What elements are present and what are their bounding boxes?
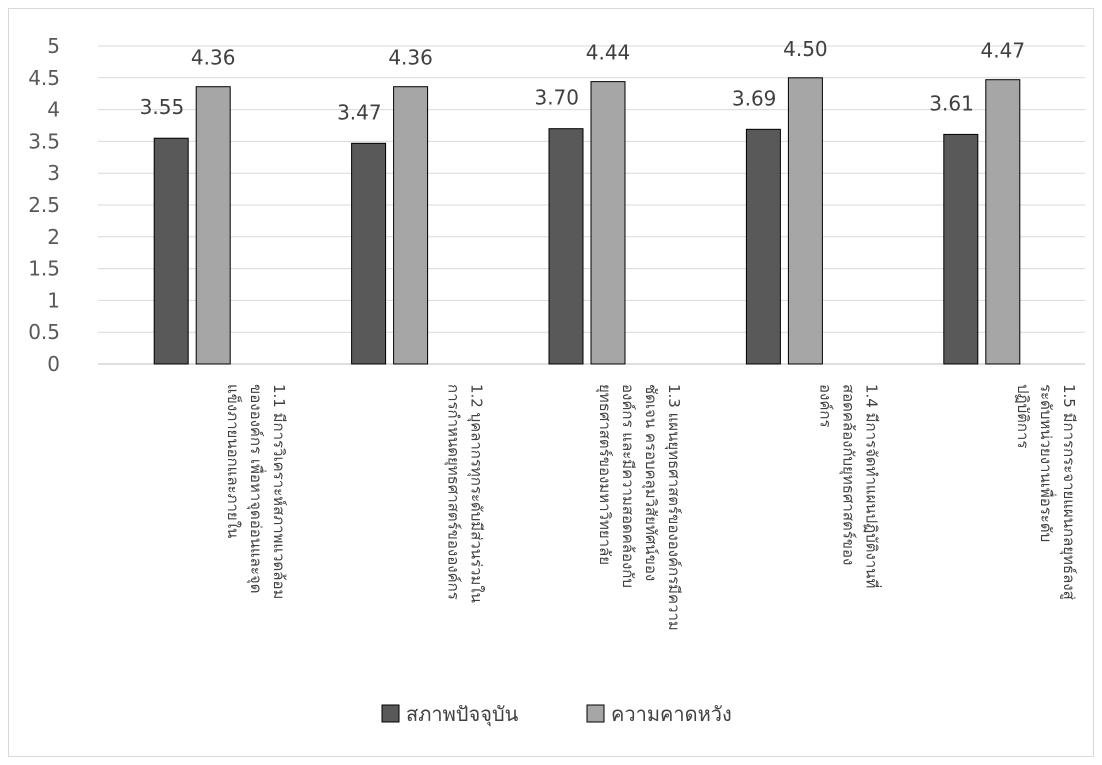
category-label: 1.1 มีการวิเคราะห์สภาพแวดล้อม [270, 384, 288, 599]
data-label: 4.47 [981, 39, 1026, 63]
category-label: ปฏิบัติการ [1014, 384, 1032, 448]
bar-expected [787, 77, 823, 365]
legend-swatch [586, 704, 605, 723]
y-tick-label: 1.5 [28, 257, 60, 281]
legend-swatch [381, 704, 400, 723]
category-label: องค์กร และมีความสอดคล้องกับ [619, 384, 637, 588]
data-label: 3.70 [534, 86, 579, 110]
category-label: ระดับหน่วยงานเพื่อระดับ [1037, 384, 1057, 542]
bar-current [153, 137, 189, 365]
category-label: ขององค์กร เพื่อหาจุดอ่อนและจุด [246, 384, 267, 593]
category-label: 1.3 แผนยุทธศาสตร์ขององค์กรมีความ [664, 384, 683, 631]
y-tick-label: 0 [47, 352, 60, 376]
data-label: 3.61 [929, 91, 974, 115]
category-label: องค์กร [816, 384, 834, 428]
y-tick-label: 4.5 [28, 66, 60, 90]
legend-label: สภาพปัจจุบัน [406, 702, 519, 727]
legend-label: ความคาดหวัง [611, 702, 732, 726]
category-label: 1.4 มีการจัดทำแผนปฏิบัติงานที่ [862, 384, 882, 588]
data-label: 4.36 [388, 46, 433, 70]
category-label: แข็งภายนอกและภายใน [224, 384, 243, 538]
data-label: 4.36 [191, 46, 236, 70]
y-tick-label: 3 [47, 161, 60, 185]
data-label: 4.44 [586, 41, 631, 65]
data-label: 3.47 [337, 100, 382, 124]
category-label: 1.5 มีการกระจายแผนกลยุทธ์ลงสู่ [1059, 384, 1078, 600]
category-label: ชัดเจน ครอบคลุมวิสัยทัศน์ของ [641, 384, 660, 581]
data-label: 4.50 [783, 37, 828, 61]
bar-expected [985, 79, 1021, 365]
y-tick-label: 4 [47, 98, 60, 122]
bar-current [351, 142, 387, 365]
y-tick-label: 1 [47, 288, 60, 312]
data-label: 3.69 [732, 86, 777, 110]
y-tick-label: 3.5 [28, 129, 60, 153]
category-label: การกำหนดยุทธศาสตร์ขององค์กร [444, 384, 463, 600]
category-label: ยุทธศาสตร์ของมหาวิทยาลัย [595, 384, 614, 565]
y-tick-label: 0.5 [28, 320, 60, 344]
y-tick-label: 2.5 [28, 193, 60, 217]
y-tick-label: 5 [47, 34, 60, 58]
bar-current [548, 128, 584, 365]
category-label: สอดคล้องกับยุทธศาสตร์ของ [838, 384, 857, 565]
category-label: 1.2 บุคลากรทุกระดับมีส่วนร่วมใน [467, 384, 486, 603]
bar-current [745, 128, 781, 365]
bar-expected [590, 81, 626, 365]
bar-current [943, 133, 979, 365]
data-label: 3.55 [140, 95, 185, 119]
y-tick-label: 2 [47, 225, 60, 249]
bar-expected [393, 86, 429, 365]
bar-expected [195, 86, 231, 365]
